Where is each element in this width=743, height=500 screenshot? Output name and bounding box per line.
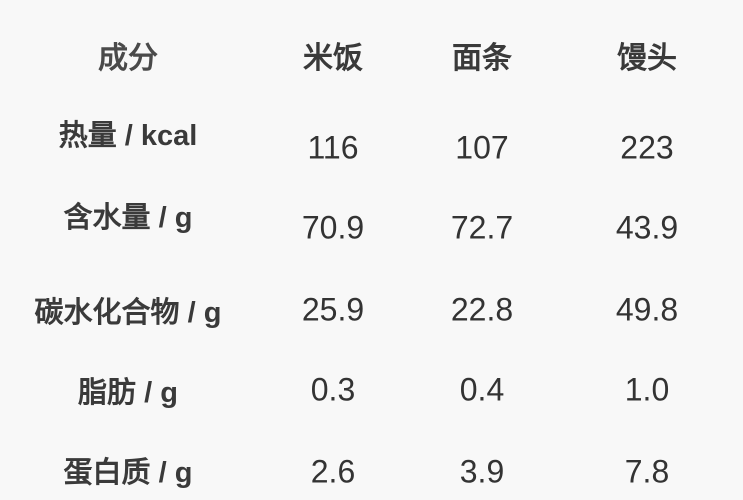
table-cell: 3.9 <box>459 453 505 490</box>
row-label: 蛋白质 / g <box>63 457 193 489</box>
table-cell: 0.4 <box>459 371 505 408</box>
table-cell: 7.8 <box>624 453 670 490</box>
table-cell: 25.9 <box>301 291 365 328</box>
row-label: 热量 / kcal <box>58 120 198 152</box>
table-cell: 116 <box>307 129 359 166</box>
table-cell: 22.8 <box>450 291 514 328</box>
table-cell: 2.6 <box>310 453 356 490</box>
table-cell: 223 <box>620 129 674 166</box>
table-cell: 49.8 <box>615 291 679 328</box>
table-cell: 0.3 <box>310 371 356 408</box>
table-cell: 70.9 <box>301 209 365 246</box>
row-label: 脂肪 / g <box>78 377 178 409</box>
header-component: 成分 <box>98 42 158 75</box>
column-header: 馒头 <box>617 42 677 75</box>
table-cell: 107 <box>455 129 509 166</box>
row-label: 含水量 / g <box>63 202 193 234</box>
table-cell: 1.0 <box>624 371 670 408</box>
table-cell: 43.9 <box>615 209 679 246</box>
column-header: 面条 <box>452 42 512 75</box>
column-header: 米饭 <box>303 42 363 75</box>
table-cell: 72.7 <box>450 209 514 246</box>
row-label: 碳水化合物 / g <box>34 297 222 329</box>
